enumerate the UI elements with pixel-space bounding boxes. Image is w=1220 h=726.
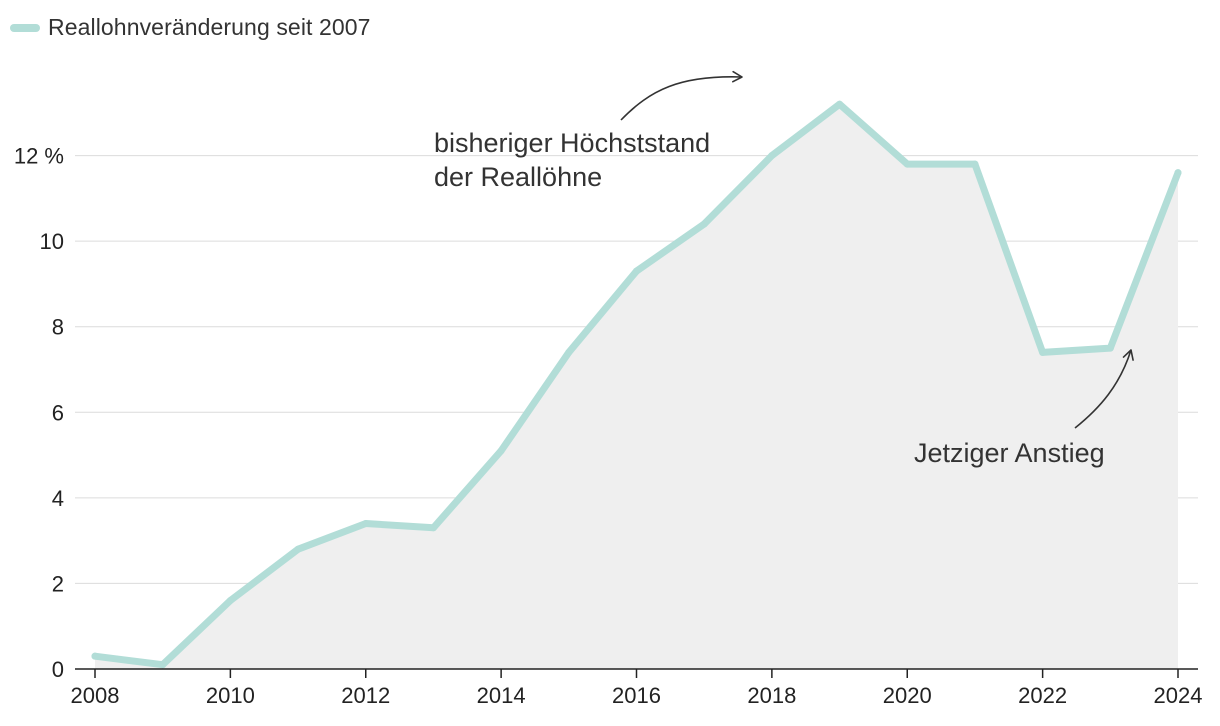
data-point	[1174, 169, 1182, 177]
data-point	[768, 152, 776, 160]
data-point	[633, 267, 640, 275]
x-tick-label: 2012	[341, 683, 390, 708]
annotation-peak-line: bisheriger Höchststand	[434, 128, 710, 158]
x-tick-label: 2008	[71, 683, 120, 708]
data-point	[700, 220, 708, 228]
legend: Reallohnveränderung seit 2007	[10, 14, 371, 41]
data-point	[497, 447, 505, 455]
data-point	[294, 545, 302, 553]
data-point	[1106, 344, 1114, 352]
data-point	[429, 524, 437, 532]
x-tick-label: 2010	[206, 683, 255, 708]
y-tick-label: 6	[52, 400, 64, 425]
data-point	[226, 597, 234, 605]
area-layer	[95, 104, 1178, 669]
y-tick-label: 12 %	[14, 144, 64, 169]
x-tick-label: 2016	[612, 683, 661, 708]
x-tick-label: 2014	[477, 683, 526, 708]
data-point	[836, 100, 844, 108]
data-point	[903, 160, 911, 168]
data-point	[362, 520, 370, 528]
y-axis: 0 2 4 6 8 10 12 %	[14, 144, 64, 682]
data-point	[159, 661, 167, 669]
y-tick-label: 8	[52, 315, 64, 340]
annotation-peak-text: bisheriger Höchststand der Reallöhne	[434, 128, 710, 192]
series-line-layer	[91, 100, 1182, 669]
x-tick-label: 2020	[883, 683, 932, 708]
annotation-rise-arrow	[1074, 349, 1134, 429]
x-axis: 2008 2010 2012 2014 2016 2018 2020 2022 2024	[71, 668, 1203, 708]
data-point	[91, 652, 99, 660]
y-tick-label: 10	[40, 229, 64, 254]
annotation-rise-text: Jetziger Anstieg	[914, 438, 1105, 468]
y-tick-label: 2	[52, 571, 64, 596]
x-tick-label: 2022	[1018, 683, 1067, 708]
y-tick-label: 0	[52, 657, 64, 682]
x-tick-label: 2018	[747, 683, 796, 708]
data-point	[1039, 348, 1047, 356]
annotations: bisheriger Höchststand der Reallöhne Jetzi…	[434, 70, 1134, 468]
data-point	[971, 160, 979, 168]
legend-label: Reallohnveränderung seit 2007	[48, 14, 371, 40]
data-point	[565, 348, 573, 356]
legend-swatch	[10, 23, 40, 32]
area-fill	[95, 104, 1178, 669]
y-tick-label: 4	[52, 486, 64, 511]
annotation-peak-line: der Reallöhne	[434, 162, 602, 192]
x-tick-label: 2024	[1154, 683, 1203, 708]
annotation-peak-arrow	[620, 70, 743, 121]
